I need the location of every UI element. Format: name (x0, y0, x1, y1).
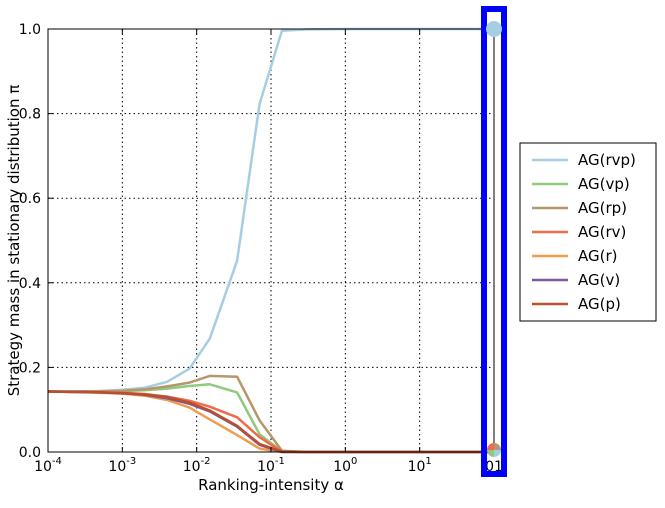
legend-label: AG(r) (578, 247, 618, 265)
x-axis-label: Ranking-intensity α (198, 476, 344, 494)
x-tick-label: 10-2 (183, 456, 211, 475)
y-tick-label: 0.6 (19, 191, 41, 207)
legend-label: AG(p) (578, 295, 621, 313)
legend-label: AG(v) (578, 271, 620, 289)
highlight-bottom-marker-wedge (494, 450, 501, 457)
highlight-bottom-marker-wedge (487, 450, 494, 457)
legend: AG(rvp) AG(vp) AG(rp) AG(rv) AG(r) AG(v) AG(p) (519, 142, 657, 322)
highlight-box (481, 6, 507, 477)
highlight-bottom-marker-wedge (494, 443, 501, 450)
y-tick-label: 0.8 (19, 107, 41, 123)
y-tick-label: 0.2 (19, 360, 41, 376)
y-tick-label: 0.4 (19, 276, 41, 292)
legend-label: AG(rp) (578, 199, 627, 217)
x-tick-label: 10-1 (257, 456, 285, 475)
grid (48, 29, 494, 452)
y-axis-label: Strategy mass in stationary distribution… (5, 85, 23, 397)
y-tick-label: 1.0 (19, 22, 41, 38)
x-tick-label: 100 (333, 456, 357, 475)
legend-label: AG(rvp) (578, 151, 636, 169)
y-tick-label: 0.0 (19, 445, 41, 461)
highlight-bottom-marker-wedge (487, 443, 494, 450)
highlight-marker (481, 6, 507, 477)
series-line-AG(rp) (48, 374, 494, 454)
axis-ticks: 10-4 10-3 10-2 10-1 100 101 010.00.20.40.60.81… (19, 22, 503, 475)
legend-label: AG(vp) (578, 175, 630, 193)
x-tick-label: 10-3 (108, 456, 136, 475)
legend-label: AG(rv) (578, 223, 626, 241)
x-tick-label: 101 (408, 456, 432, 475)
highlight-top-marker (486, 21, 502, 37)
